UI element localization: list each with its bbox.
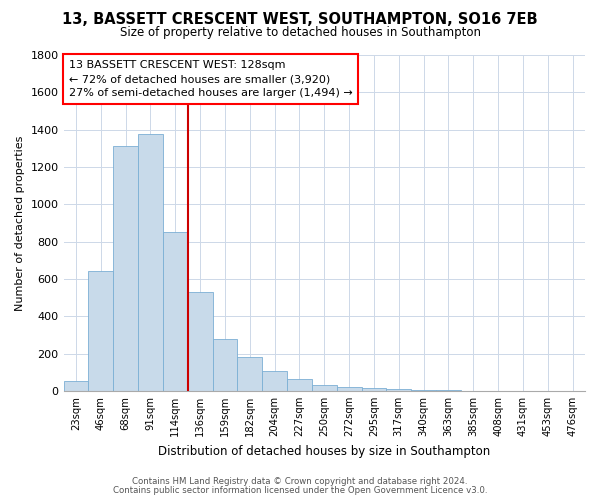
- Bar: [212, 338, 238, 391]
- X-axis label: Distribution of detached houses by size in Southampton: Distribution of detached houses by size …: [158, 444, 490, 458]
- Bar: [64, 380, 88, 391]
- Text: Size of property relative to detached houses in Southampton: Size of property relative to detached ho…: [119, 26, 481, 39]
- Bar: [238, 358, 262, 391]
- Y-axis label: Number of detached properties: Number of detached properties: [15, 136, 25, 310]
- Text: 13 BASSETT CRESCENT WEST: 128sqm
← 72% of detached houses are smaller (3,920)
27: 13 BASSETT CRESCENT WEST: 128sqm ← 72% o…: [69, 60, 353, 98]
- Bar: [163, 232, 188, 391]
- Bar: [262, 372, 287, 391]
- Text: 13, BASSETT CRESCENT WEST, SOUTHAMPTON, SO16 7EB: 13, BASSETT CRESCENT WEST, SOUTHAMPTON, …: [62, 12, 538, 28]
- Bar: [337, 387, 362, 391]
- Bar: [88, 270, 113, 391]
- Text: Contains HM Land Registry data © Crown copyright and database right 2024.: Contains HM Land Registry data © Crown c…: [132, 477, 468, 486]
- Bar: [287, 379, 312, 391]
- Text: Contains public sector information licensed under the Open Government Licence v3: Contains public sector information licen…: [113, 486, 487, 495]
- Bar: [386, 390, 411, 391]
- Bar: [312, 386, 337, 391]
- Bar: [411, 390, 436, 391]
- Bar: [138, 134, 163, 391]
- Bar: [436, 390, 461, 391]
- Bar: [362, 388, 386, 391]
- Bar: [188, 292, 212, 391]
- Bar: [113, 146, 138, 391]
